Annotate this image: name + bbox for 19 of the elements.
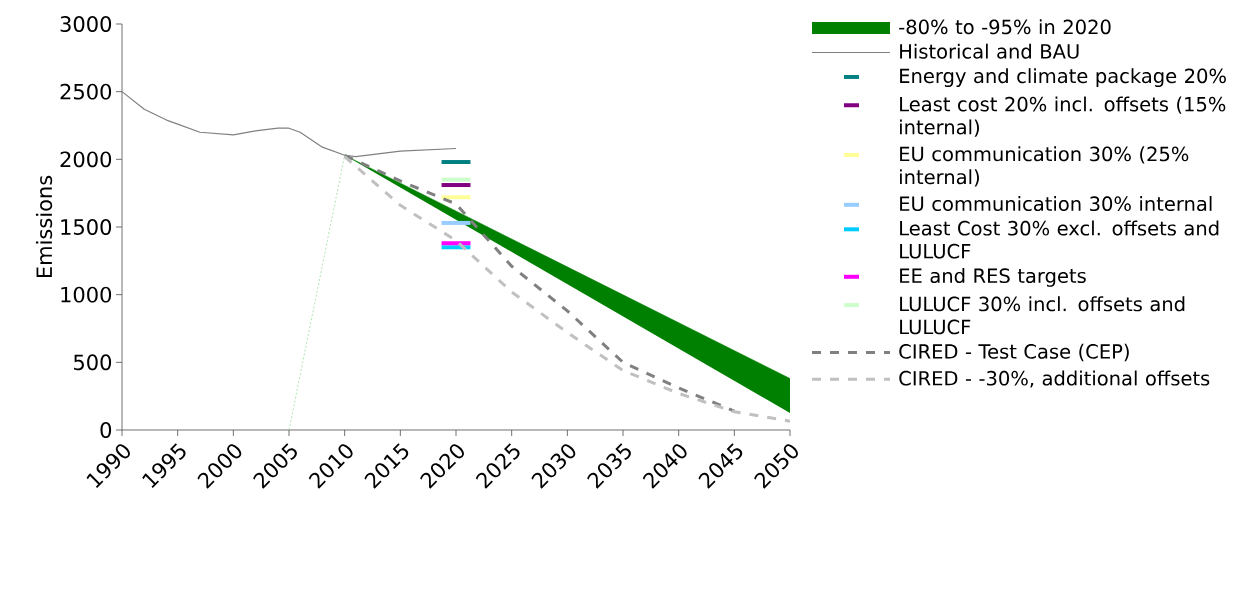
y-tick-label: 3000: [60, 16, 112, 32]
legend-label: Least Cost 30% excl. offsets and LULUCF: [900, 220, 1219, 259]
legend-label: Historical and BAU: [900, 43, 1079, 59]
legend-label: EU communication 30% internal: [900, 196, 1212, 212]
y-tick-label: 2000: [60, 151, 112, 168]
legend-label: EU communication 30% (25% internal): [900, 146, 1189, 187]
legend-label: CIRED - -30%, additional offsets: [899, 370, 1210, 388]
legend-label: EE and RES targets: [900, 268, 1086, 287]
legend-label: -80% to -95% in 2020: [899, 19, 1111, 35]
y-tick-label: 500: [74, 354, 112, 371]
y-axis-title: Emissions: [35, 175, 53, 278]
legend-label: CIRED - Test Case (CEP): [899, 343, 1129, 362]
y-tick-label: 0: [100, 422, 112, 438]
y-tick-label: 2500: [60, 83, 112, 100]
legend-label: LULUCF 30% incl. offsets and LULUCF: [900, 296, 1185, 335]
y-tick-label: 1500: [61, 219, 112, 235]
y-tick-label: 1000: [61, 286, 112, 303]
legend-label: Least cost 20% incl. offsets (15% internal): [900, 96, 1226, 137]
legend-label: Energy and climate package 20%: [900, 68, 1226, 88]
